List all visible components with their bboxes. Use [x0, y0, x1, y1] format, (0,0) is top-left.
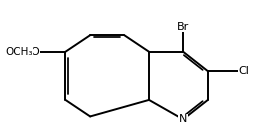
Text: O: O [30, 47, 39, 57]
Text: Cl: Cl [238, 66, 249, 76]
Text: Br: Br [177, 22, 189, 32]
Text: N: N [179, 114, 187, 124]
Text: OCH₃: OCH₃ [5, 47, 33, 57]
